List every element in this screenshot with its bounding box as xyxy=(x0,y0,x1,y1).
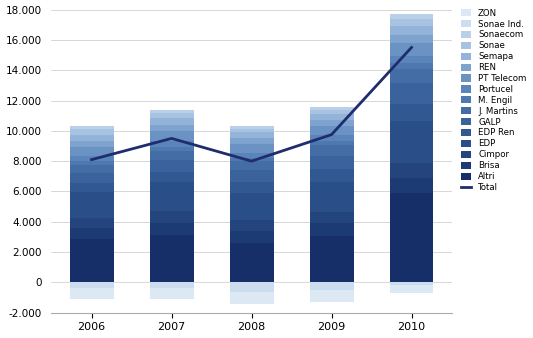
Bar xyxy=(390,178,433,193)
Bar xyxy=(230,193,273,220)
Bar xyxy=(150,131,193,141)
Bar xyxy=(70,228,114,239)
Bar xyxy=(150,150,193,160)
Bar xyxy=(230,158,273,161)
Bar xyxy=(150,113,193,118)
Bar xyxy=(310,141,353,145)
Bar xyxy=(390,83,433,104)
Bar xyxy=(390,104,433,121)
Bar xyxy=(390,19,433,26)
Bar xyxy=(150,288,193,299)
Bar xyxy=(230,220,273,231)
Bar xyxy=(390,56,433,63)
Bar xyxy=(150,118,193,125)
Bar xyxy=(150,160,193,172)
Bar xyxy=(390,43,433,56)
Bar xyxy=(70,156,114,161)
Bar xyxy=(390,14,433,19)
Bar xyxy=(310,212,353,223)
Bar xyxy=(390,193,433,283)
Total xyxy=(248,159,255,163)
Bar xyxy=(70,283,114,288)
Bar xyxy=(70,136,114,141)
Bar xyxy=(70,141,114,147)
Bar xyxy=(390,285,433,293)
Bar xyxy=(150,235,193,283)
Bar xyxy=(230,138,273,144)
Bar xyxy=(150,141,193,147)
Bar xyxy=(150,183,193,211)
Bar xyxy=(310,169,353,182)
Bar xyxy=(310,125,353,136)
Bar xyxy=(70,183,114,192)
Bar xyxy=(70,218,114,228)
Bar xyxy=(150,172,193,183)
Bar xyxy=(230,283,273,291)
Bar xyxy=(230,161,273,170)
Bar xyxy=(230,132,273,138)
Bar xyxy=(230,153,273,158)
Total xyxy=(88,158,95,162)
Bar xyxy=(150,283,193,288)
Bar xyxy=(310,114,353,120)
Bar xyxy=(230,128,273,132)
Bar xyxy=(310,290,353,302)
Bar xyxy=(230,144,273,153)
Total xyxy=(328,132,335,137)
Total xyxy=(168,136,175,140)
Total xyxy=(408,45,415,49)
Bar xyxy=(70,288,114,299)
Bar xyxy=(150,147,193,150)
Bar xyxy=(390,121,433,163)
Bar xyxy=(70,165,114,172)
Bar xyxy=(390,35,433,43)
Bar xyxy=(150,211,193,222)
Bar xyxy=(230,231,273,243)
Bar xyxy=(70,126,114,129)
Bar xyxy=(70,161,114,165)
Bar xyxy=(150,222,193,235)
Bar xyxy=(230,170,273,183)
Bar xyxy=(230,126,273,128)
Bar xyxy=(390,163,433,178)
Bar xyxy=(230,183,273,193)
Bar xyxy=(70,147,114,156)
Bar xyxy=(310,223,353,236)
Bar xyxy=(70,172,114,183)
Bar xyxy=(310,110,353,114)
Bar xyxy=(310,182,353,212)
Bar xyxy=(310,120,353,125)
Bar xyxy=(310,136,353,141)
Bar xyxy=(310,156,353,169)
Line: Total: Total xyxy=(92,47,411,161)
Bar xyxy=(310,106,353,110)
Bar xyxy=(310,236,353,283)
Bar xyxy=(70,129,114,136)
Bar xyxy=(390,63,433,69)
Bar xyxy=(390,26,433,35)
Legend: ZON, Sonae Ind., Sonaecom, Sonae, Semapa, REN, PT Telecom, Portucel, M. Engil, J: ZON, Sonae Ind., Sonaecom, Sonae, Semapa… xyxy=(460,8,527,193)
Bar xyxy=(70,239,114,283)
Bar xyxy=(310,283,353,290)
Bar xyxy=(150,125,193,131)
Bar xyxy=(230,243,273,283)
Bar xyxy=(70,192,114,218)
Bar xyxy=(150,110,193,113)
Bar xyxy=(230,291,273,304)
Bar xyxy=(310,145,353,156)
Bar xyxy=(390,69,433,83)
Bar xyxy=(390,283,433,285)
